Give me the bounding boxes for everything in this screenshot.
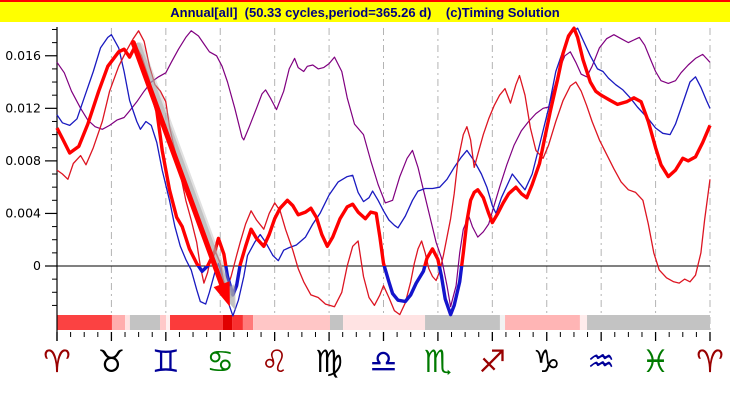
series-line-composite-above-zero <box>55 26 712 266</box>
strength-strip-segment <box>222 315 233 330</box>
strength-strip-segment <box>242 315 254 330</box>
zodiac-glyph-virgo: ♍ <box>315 344 343 380</box>
strength-strip-segment <box>343 315 426 330</box>
zodiac-glyph-sagittarius: ♐ <box>478 344 506 380</box>
strength-strip-segment <box>499 315 506 330</box>
zodiac-glyph-aries: ♈ <box>43 344 71 380</box>
strength-strip-segment <box>57 315 112 330</box>
zodiac-glyph-scorpio: ♏ <box>424 344 452 380</box>
trend-arrow-shaft <box>135 42 232 296</box>
y-axis-label: 0.016 <box>5 48 41 63</box>
strength-strip-segment <box>329 315 344 330</box>
strength-strip-segment <box>232 315 243 330</box>
zodiac-glyph-pisces: ♓ <box>642 344 670 380</box>
trend-arrow-head <box>213 281 230 307</box>
strength-strip-segment <box>166 315 171 330</box>
strength-strip-segment <box>579 315 588 330</box>
zodiac-glyph-aquarius: ♒ <box>587 344 615 380</box>
strength-strip-segment <box>111 315 126 330</box>
zodiac-glyph-aries-end: ♈ <box>696 344 724 380</box>
strength-strip-segment <box>253 315 330 330</box>
y-axis-label: 0.008 <box>5 153 41 168</box>
trend-arrow-shaft <box>130 40 227 293</box>
strength-strip-segment <box>160 315 167 330</box>
strength-strip-segment <box>125 315 130 330</box>
strength-strip-segment <box>425 315 500 330</box>
strength-strip-segment <box>505 315 580 330</box>
zodiac-glyph-cancer: ♋ <box>206 344 234 380</box>
chart-title: Annual[all] (50.33 cycles,period=365.26 … <box>170 4 560 20</box>
y-axis-label: 0.004 <box>5 205 41 220</box>
strength-strip-segment <box>170 315 223 330</box>
zodiac-glyph-libra: ♎ <box>370 344 398 380</box>
title-bar: Annual[all] (50.33 cycles,period=365.26 … <box>0 2 730 22</box>
series-line-composite-below-zero <box>196 266 464 317</box>
zodiac-glyph-capricorn: ♑ <box>533 344 561 380</box>
series-line-purple-cycle <box>56 30 711 308</box>
y-axis-label: 0.012 <box>5 100 41 115</box>
zodiac-glyph-gemini: ♊ <box>152 344 180 380</box>
series-line-thin-blue-cycle <box>56 27 711 317</box>
zodiac-glyph-taurus: ♉ <box>98 344 126 380</box>
top-red-line <box>0 0 730 2</box>
zodiac-glyph-leo: ♌ <box>261 344 289 380</box>
strength-strip-segment <box>129 315 161 330</box>
strength-strip-segment <box>587 315 710 330</box>
y-axis-label: 0 <box>33 258 41 273</box>
